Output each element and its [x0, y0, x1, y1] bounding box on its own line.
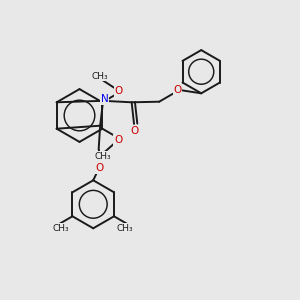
Text: O: O	[130, 125, 138, 136]
Text: CH₃: CH₃	[116, 224, 133, 233]
Text: CH₃: CH₃	[92, 72, 108, 81]
Text: O: O	[95, 163, 103, 173]
Text: O: O	[115, 86, 123, 96]
Text: CH₃: CH₃	[53, 224, 69, 233]
Text: O: O	[114, 135, 122, 145]
Text: O: O	[173, 85, 182, 95]
Text: CH₃: CH₃	[95, 152, 111, 161]
Text: N: N	[101, 94, 109, 104]
